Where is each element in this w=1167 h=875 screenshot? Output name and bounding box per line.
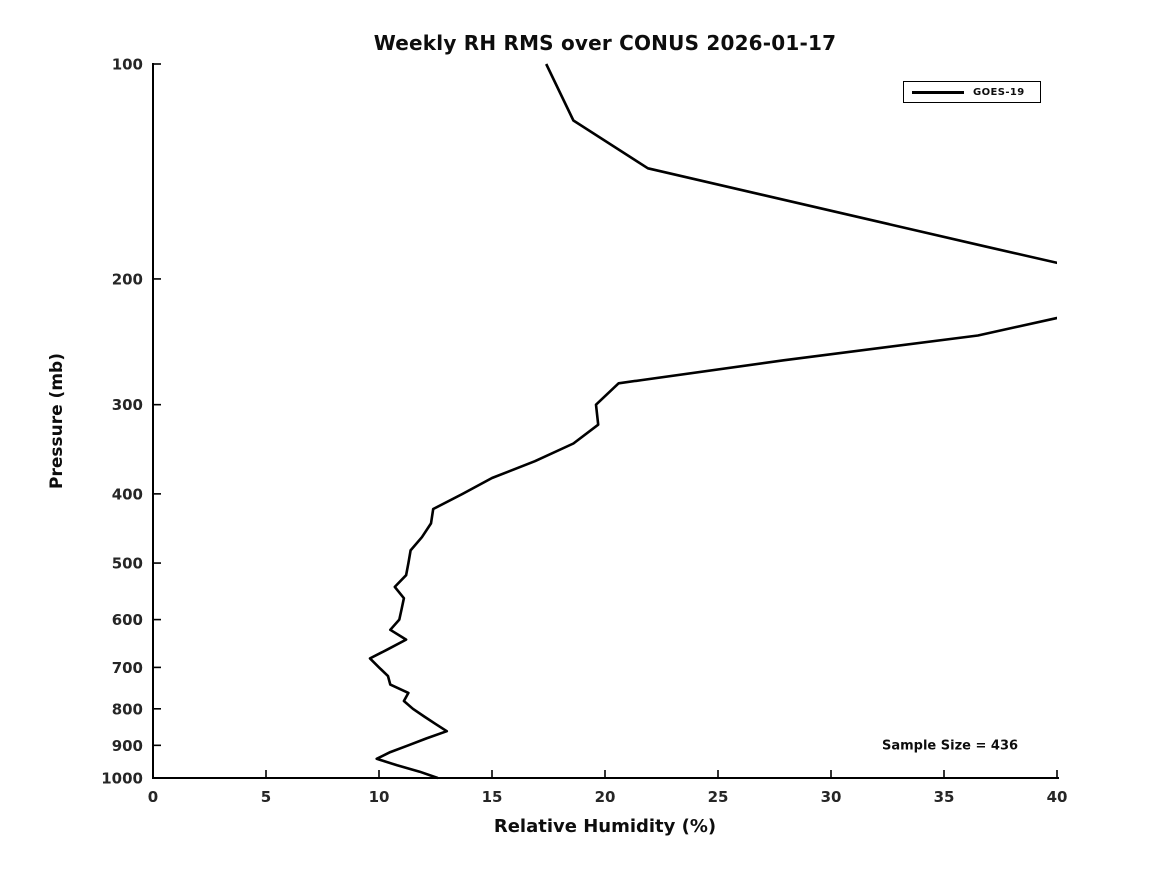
y-tick-label: 1000: [101, 770, 143, 788]
y-tick-label: 600: [112, 611, 143, 629]
sample-size-annotation: Sample Size = 436: [881, 738, 1019, 754]
axes: 100 200 300 400 500 600 700 800 900 1000 0 5 10 15 20 2…: [101, 56, 1067, 807]
x-tick-label: 15: [482, 788, 503, 806]
x-tick-label: 35: [934, 788, 955, 806]
y-axis-label: Pressure (mb): [47, 353, 67, 489]
y-tick-label: 400: [112, 485, 143, 503]
y-tick-label: 700: [112, 659, 143, 677]
chart-title: Weekly RH RMS over CONUS 2026-01-17: [373, 31, 837, 55]
legend-line-sample: [912, 90, 964, 94]
x-tick-label: 0: [148, 788, 158, 806]
y-tick-label: 200: [112, 270, 143, 288]
y-tick-label: 900: [112, 737, 143, 755]
x-tick-label: 10: [369, 788, 390, 806]
x-tick-label: 25: [708, 788, 729, 806]
x-axis-label: Relative Humidity (%): [493, 816, 717, 837]
legend-label: GOES-19: [973, 86, 1025, 98]
y-tick-label: 500: [112, 555, 143, 573]
legend-box: GOES-19: [903, 81, 1041, 103]
x-tick-label: 30: [821, 788, 842, 806]
series-line-goes-19: [368, 63, 1057, 780]
y-tick-label: 800: [112, 700, 143, 718]
y-tick-label: 300: [112, 396, 143, 414]
curve-layer: [368, 63, 1057, 780]
y-tick-label: 100: [112, 56, 143, 74]
x-tick-label: 40: [1047, 788, 1068, 806]
x-tick-label: 5: [261, 788, 271, 806]
x-tick-label: 20: [595, 788, 616, 806]
